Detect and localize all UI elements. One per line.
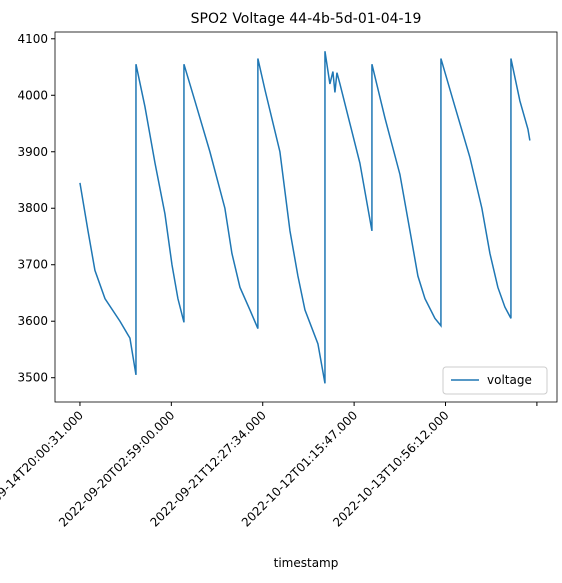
y-tick-label: 3600 bbox=[17, 314, 48, 328]
y-tick-label: 4100 bbox=[17, 32, 48, 46]
chart-title: SPO2 Voltage 44-4b-5d-01-04-19 bbox=[191, 11, 422, 27]
plot-frame bbox=[54, 31, 558, 403]
y-tick-label: 3900 bbox=[17, 145, 48, 159]
y-tick-label: 3500 bbox=[17, 371, 48, 385]
line bbox=[79, 51, 531, 384]
y-tick-label: 3800 bbox=[17, 201, 48, 215]
x-axis-label: timestamp bbox=[274, 556, 339, 570]
y-tick-label: 3700 bbox=[17, 258, 48, 272]
y-tick-label: 4000 bbox=[17, 88, 48, 102]
legend-label: voltage bbox=[487, 373, 532, 387]
legend-box bbox=[442, 366, 548, 395]
